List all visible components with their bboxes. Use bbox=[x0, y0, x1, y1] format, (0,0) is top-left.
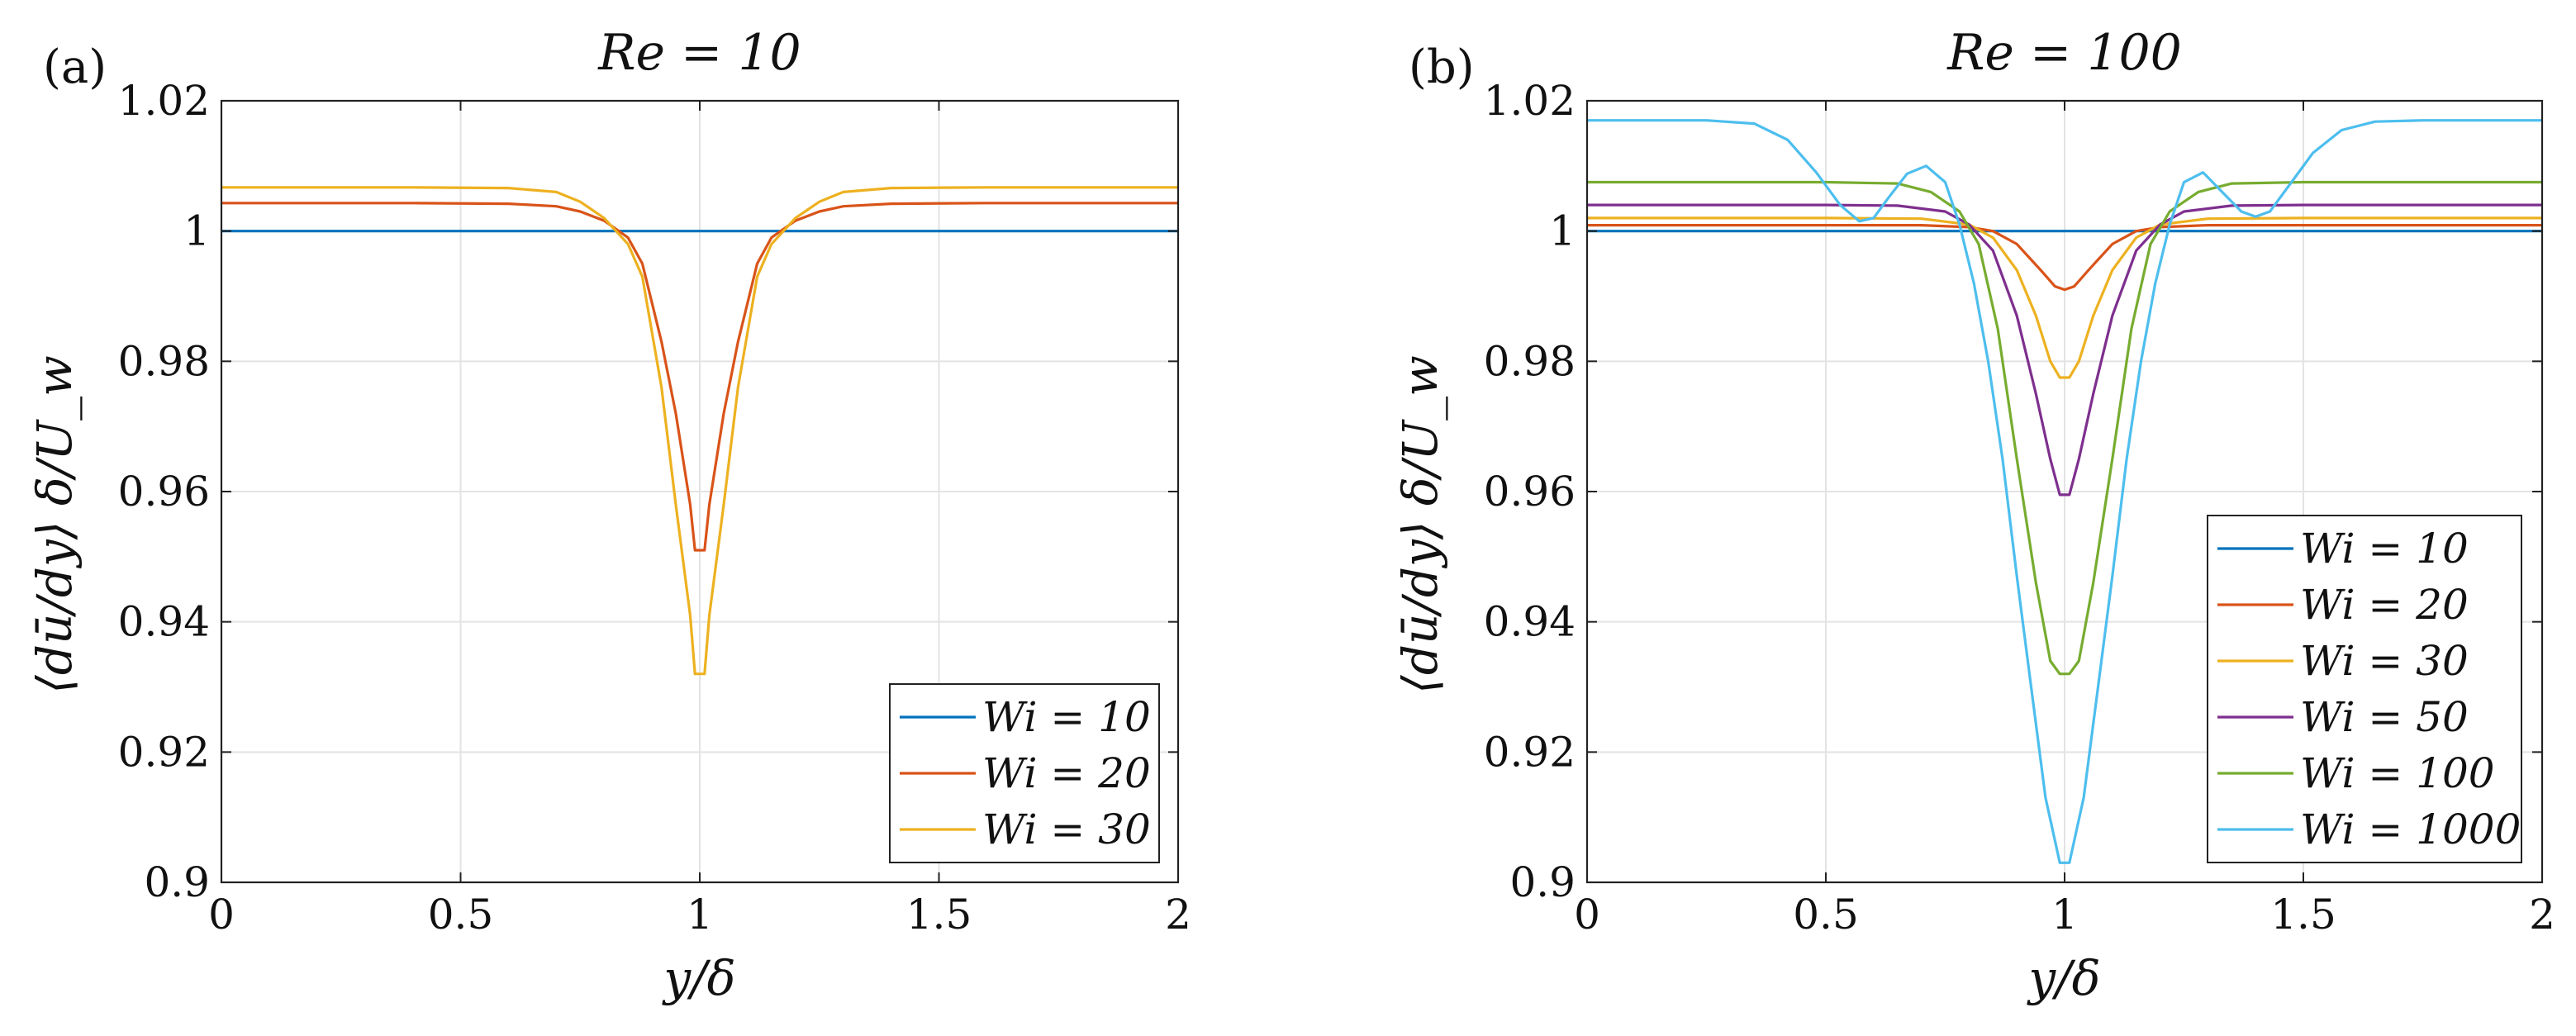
series-line-wi100 bbox=[1587, 180, 2542, 676]
y-axis-label: ⟨dū/dy⟩ δ/U_w bbox=[26, 355, 83, 694]
legend-entry: Wi = 20 bbox=[2300, 581, 2469, 629]
panel-label: (a) bbox=[43, 40, 107, 94]
y-tick-label: 0.98 bbox=[118, 337, 210, 385]
legend: Wi = 10 Wi = 20 Wi = 30 Wi = 50 Wi = 100 Wi =… bbox=[2207, 515, 2522, 863]
y-tick-label: 1 bbox=[183, 207, 210, 255]
y-tick-label: 0.94 bbox=[118, 598, 210, 646]
series-line-wi1000 bbox=[1587, 119, 2542, 864]
legend-entry: Wi = 20 bbox=[982, 749, 1151, 797]
y-tick-label: 0.9 bbox=[144, 858, 210, 906]
y-tick-label: 1 bbox=[1549, 207, 1576, 255]
x-tick-label: 1 bbox=[687, 891, 713, 939]
x-tick-label: 1 bbox=[2051, 891, 2078, 939]
x-axis-label: y/δ bbox=[2026, 950, 2100, 1006]
legend-entry: Wi = 50 bbox=[2300, 693, 2469, 741]
legend-entry: Wi = 1000 bbox=[2300, 806, 2521, 853]
y-tick-label: 0.98 bbox=[1484, 337, 1576, 385]
x-tick-label: 1.5 bbox=[2270, 891, 2336, 939]
chart-title: Re = 10 bbox=[597, 24, 801, 82]
y-tick-label: 0.92 bbox=[1484, 728, 1576, 776]
series-line-wi30 bbox=[221, 186, 1178, 676]
panel-b: 0 0.5 1 1.5 2 0.9 0.92 0.94 0.96 0.98 1 1.02 Re = 10… bbox=[1392, 24, 2555, 1006]
series-line-wi50 bbox=[1587, 203, 2542, 497]
chart-title: Re = 100 bbox=[1946, 24, 2182, 82]
y-axis-label: ⟨dū/dy⟩ δ/U_w bbox=[1392, 355, 1448, 694]
panel-a: 0 0.5 1 1.5 2 0.9 0.92 0.94 0.96 0.98 1 1.02 Re = 10… bbox=[26, 24, 1191, 1006]
x-tick-label: 0 bbox=[1574, 891, 1600, 939]
series-line-wi20 bbox=[1587, 224, 2542, 292]
legend: Wi = 10 Wi = 20 Wi = 30 bbox=[889, 683, 1160, 863]
x-tick-label: 2 bbox=[1165, 891, 1191, 939]
legend-entry: Wi = 10 bbox=[2300, 525, 2469, 573]
x-tick-label: 0 bbox=[208, 891, 235, 939]
y-tick-label: 1.02 bbox=[1484, 77, 1576, 125]
legend-box bbox=[2207, 515, 2522, 863]
series-line-wi20 bbox=[221, 202, 1178, 552]
y-tick-label: 0.96 bbox=[118, 468, 210, 516]
x-tick-label: 0.5 bbox=[1793, 891, 1859, 939]
legend-entry: Wi = 10 bbox=[982, 693, 1151, 741]
x-axis-label: y/δ bbox=[661, 950, 735, 1006]
legend-entry: Wi = 30 bbox=[982, 806, 1151, 853]
y-tick-label: 1.02 bbox=[118, 77, 210, 125]
legend-entry: Wi = 30 bbox=[2300, 637, 2469, 685]
y-tick-label: 0.92 bbox=[118, 728, 210, 776]
x-tick-label: 1.5 bbox=[906, 891, 972, 939]
x-tick-label: 2 bbox=[2529, 891, 2555, 939]
panel-label: (b) bbox=[1409, 40, 1475, 94]
x-tick-label: 0.5 bbox=[428, 891, 494, 939]
legend-entry: Wi = 100 bbox=[2300, 749, 2495, 797]
y-tick-label: 0.94 bbox=[1484, 598, 1576, 646]
y-tick-label: 0.96 bbox=[1484, 468, 1576, 516]
y-tick-label: 0.9 bbox=[1509, 858, 1576, 906]
